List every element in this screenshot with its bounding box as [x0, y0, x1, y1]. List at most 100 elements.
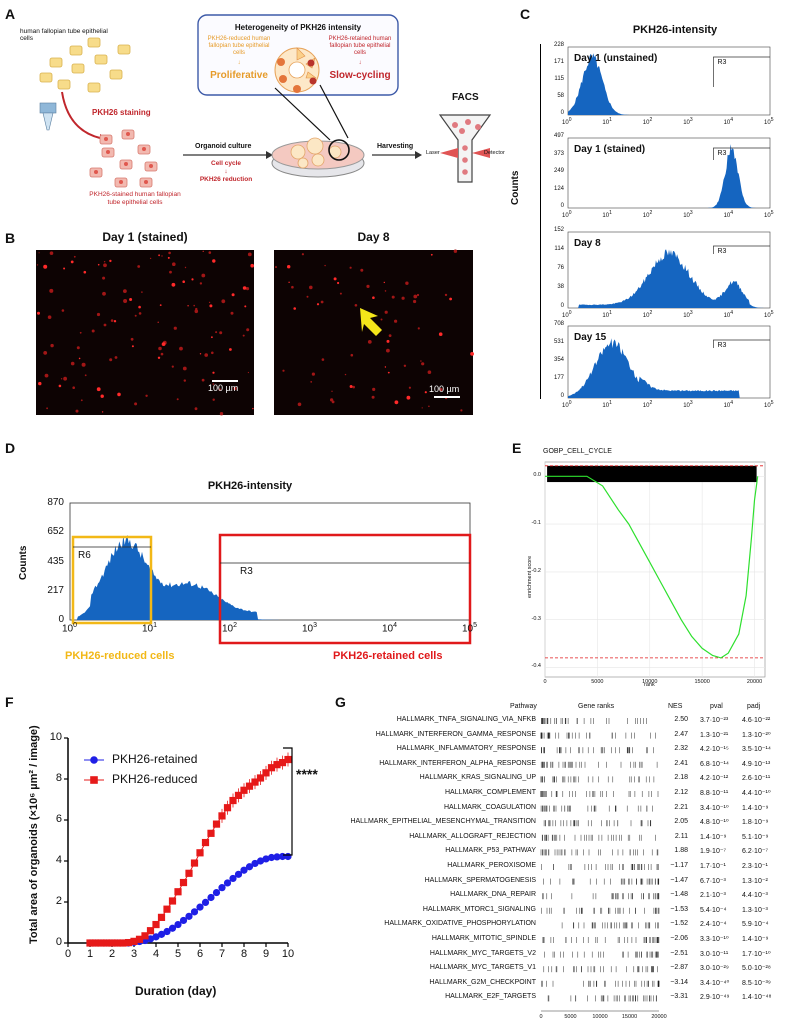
padj-value: 5.9·10⁻⁴ — [742, 921, 769, 929]
gene-rank-ticks — [541, 834, 656, 841]
cell-dot — [252, 407, 254, 410]
cell-dot — [157, 356, 161, 359]
tick-exp: 1 — [609, 117, 612, 123]
tick-base: 10 — [642, 313, 650, 319]
cell-dot — [36, 264, 39, 266]
cell-dot — [195, 307, 198, 311]
data-point — [245, 863, 254, 871]
tick-base: 10 — [723, 120, 731, 126]
y-tick-label: 0 — [55, 936, 62, 948]
x-tick-label: 105 — [764, 400, 773, 409]
panel-label-b: B — [5, 230, 16, 246]
cell-dot — [113, 320, 117, 323]
x-tick-label: 10000 — [642, 679, 658, 685]
cell-dot — [386, 339, 390, 343]
nes-value: −1.52 — [670, 920, 688, 928]
y-tick-label: 228 — [553, 42, 564, 48]
gene-rank-ticks — [541, 718, 647, 724]
x-tick-label: 0 — [543, 679, 547, 685]
pval-value: 1.3·10⁻²¹ — [700, 731, 729, 739]
data-point — [251, 859, 259, 868]
panel-label-c: C — [520, 6, 531, 22]
cell-dot — [44, 373, 49, 378]
histogram-2 — [567, 137, 771, 209]
cell-dot — [242, 286, 247, 290]
pathway-name: HALLMARK_MITOTIC_SPINDLE — [431, 935, 536, 942]
cell-dot — [103, 323, 107, 327]
cell-dot — [349, 266, 352, 269]
cell-dot — [173, 326, 177, 330]
histogram-4 — [567, 325, 771, 399]
cell-dot — [70, 361, 75, 366]
pval-value: 1.7·10⁻¹ — [700, 863, 726, 870]
cell-dot — [420, 360, 422, 362]
cell-dot — [138, 305, 141, 309]
cell-dot — [138, 312, 142, 315]
g-header-gene-ranks: Gene ranks — [578, 703, 615, 710]
tick-exp: 2 — [233, 622, 238, 629]
d-histogram-fill — [70, 534, 470, 620]
data-point — [201, 898, 210, 907]
y-tick-label: 58 — [557, 93, 564, 99]
data-point — [119, 939, 127, 947]
cell-dot — [306, 295, 309, 298]
tick-exp: 0 — [568, 400, 572, 406]
padj-value: 5.1·10⁻⁹ — [742, 833, 769, 841]
pval-value: 3.4·10⁻¹⁰ — [700, 804, 729, 812]
cell-dot — [309, 285, 313, 290]
cell-dot — [141, 291, 143, 293]
cell-dot — [145, 394, 148, 397]
gene-rank-ticks — [541, 907, 660, 914]
cell-dot — [380, 318, 383, 321]
cell-dot — [287, 265, 291, 269]
data-point — [102, 939, 111, 947]
tick-base: 10 — [683, 313, 690, 319]
x-tick-label: 105 — [462, 622, 477, 634]
y-tick-label: 373 — [553, 150, 564, 157]
data-point — [91, 939, 100, 947]
cell-dot — [96, 387, 101, 392]
g-x-tick-label: 0 — [539, 1014, 543, 1020]
cell-dot — [212, 383, 215, 385]
nes-value: −3.14 — [670, 978, 688, 986]
cell-dot — [339, 292, 342, 295]
cell-dot — [110, 319, 114, 322]
x-tick-label: 102 — [643, 117, 652, 126]
cell-dot — [372, 296, 375, 299]
x-tick-label: 100 — [562, 210, 571, 219]
cell-dot — [81, 362, 86, 367]
cell-dot — [47, 315, 52, 319]
pval-value: 3.3·10⁻¹⁰ — [700, 936, 729, 943]
data-point — [168, 897, 177, 905]
cell-dot — [371, 395, 375, 399]
gene-rank-ticks — [561, 922, 659, 929]
down-arrow-icon: ↓ — [224, 168, 228, 175]
slow-cycling-label: Slow-cycling — [329, 70, 391, 81]
gene-rank-ticks — [543, 820, 652, 827]
cell-dot — [201, 273, 206, 278]
tick-exp: 4 — [730, 210, 734, 216]
tick-base: 10 — [723, 213, 731, 219]
nes-value: −2.51 — [670, 949, 688, 957]
gate-label: R3 — [717, 150, 727, 157]
tick-exp: 0 — [73, 622, 78, 629]
cell-dot — [231, 293, 235, 297]
cell-dot — [38, 381, 42, 386]
cell-dot — [171, 365, 174, 368]
x-tick-label: 102 — [643, 210, 652, 219]
micro-title-1: Day 1 (stained) — [102, 230, 188, 244]
x-tick-label: 100 — [562, 310, 571, 319]
y-tick-label: 870 — [47, 497, 64, 508]
y-tick-label: 249 — [553, 168, 564, 174]
pathway-name: HALLMARK_PEROXISOME — [447, 862, 536, 869]
x-tick-label: 4 — [152, 948, 160, 960]
cell-dot — [123, 299, 128, 303]
data-point — [267, 853, 276, 862]
pval-value: 1.4·10⁻⁹ — [700, 833, 727, 841]
tick-base: 10 — [562, 120, 569, 126]
nes-value: −1.17 — [670, 862, 688, 869]
y-tick-label: 76 — [557, 265, 564, 271]
cell-dot — [61, 309, 65, 312]
